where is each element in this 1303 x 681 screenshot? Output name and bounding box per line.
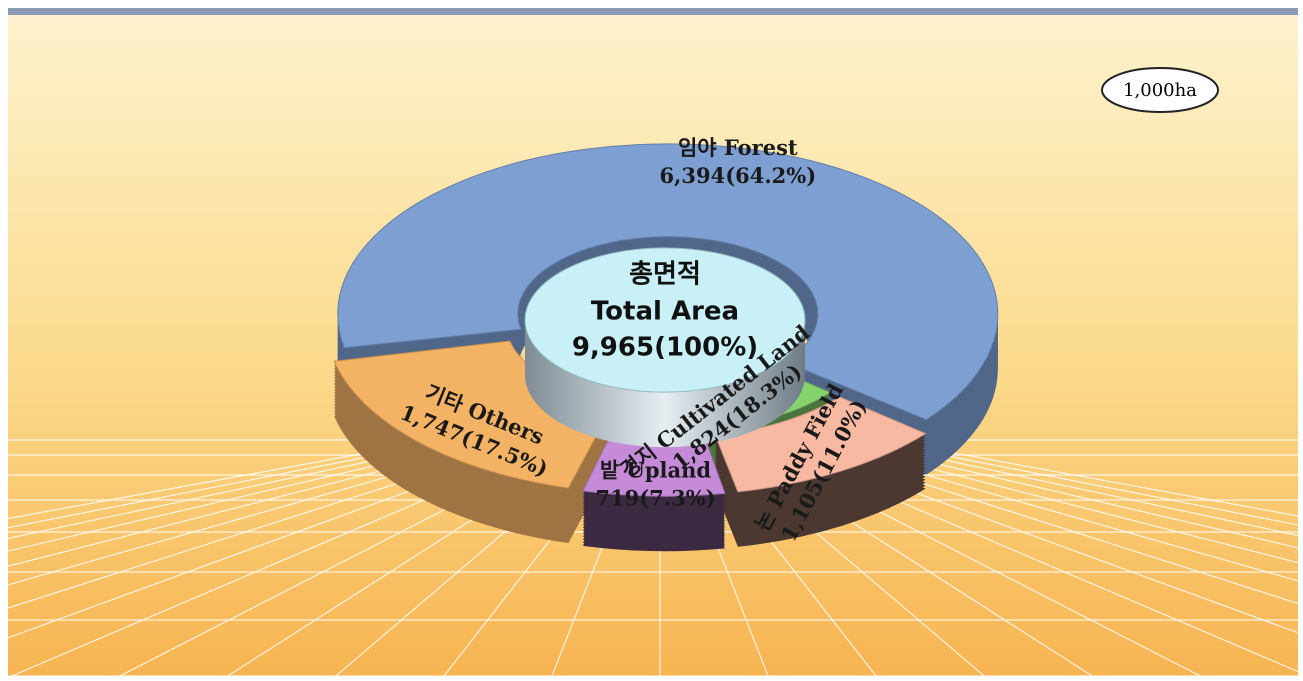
floor-line xyxy=(827,429,1303,518)
floor-line xyxy=(0,429,529,554)
segment-value-label: 6,394(64.2%) xyxy=(659,163,816,188)
floor-line xyxy=(0,429,541,569)
floor-line xyxy=(791,429,1303,550)
center-total: 9,965(100%) xyxy=(572,333,758,363)
floor-line xyxy=(779,429,1303,565)
segment-label: 밭 Upland xyxy=(600,457,711,482)
floor-line xyxy=(0,429,493,521)
donut: 총면적 Total Area 9,965(100%) 임야 Forest 6,394(6… xyxy=(333,135,999,552)
segment xyxy=(714,396,927,493)
segment-label: 임야 Forest xyxy=(678,135,798,160)
floor-line xyxy=(803,429,1303,538)
center-subtitle: Total Area xyxy=(591,297,739,327)
unit-badge xyxy=(1101,67,1219,113)
segment xyxy=(337,143,999,421)
center-title: 총면적 xyxy=(629,260,701,290)
floor-line xyxy=(0,429,517,541)
segment-value-label: 719(7.3%) xyxy=(595,485,715,510)
floor-line xyxy=(815,429,1303,527)
unit-label: 1,000ha xyxy=(1123,80,1197,101)
floor-line xyxy=(0,429,505,530)
top-border xyxy=(8,8,1298,15)
center-top xyxy=(524,247,806,393)
